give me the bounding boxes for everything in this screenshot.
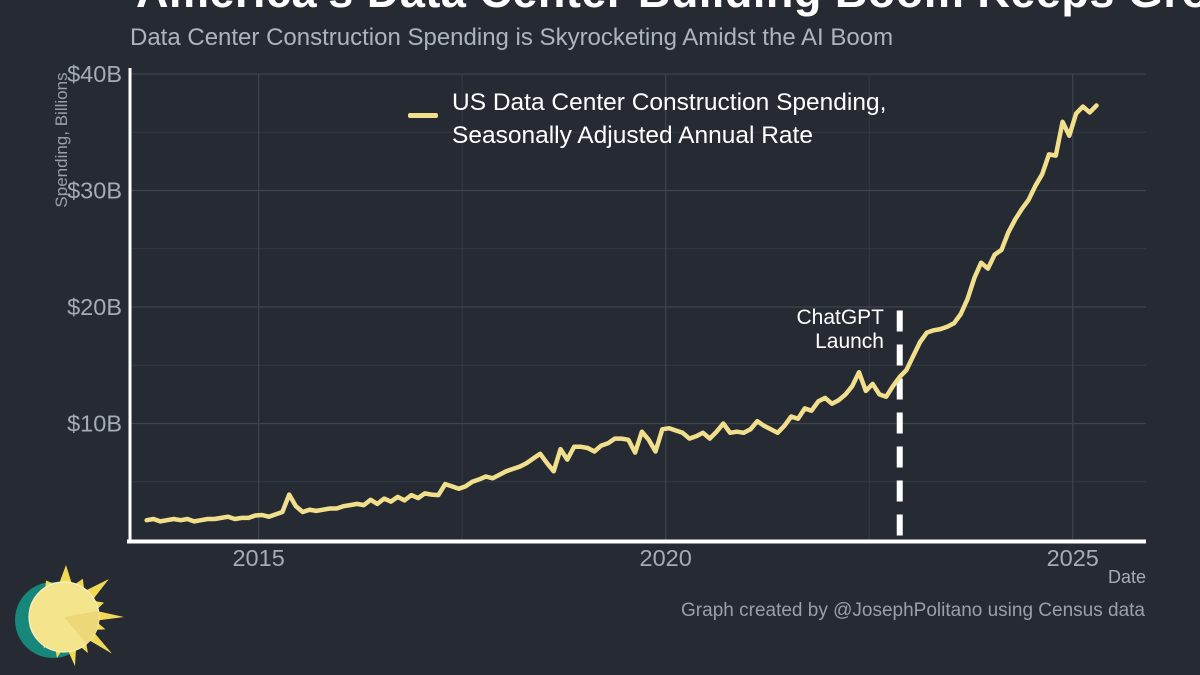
x-tick-label: 2015	[232, 545, 284, 571]
credit-text: Graph created by @JosephPolitano using C…	[681, 600, 1145, 621]
legend: US Data Center Construction Spending, Se…	[408, 86, 886, 152]
y-tick-label: $20B	[67, 294, 122, 320]
x-tick-label: 2020	[640, 545, 692, 571]
page-title: America's Data Center Building Boom Keep…	[136, 0, 1200, 14]
chatgpt-launch-annotation: ChatGPT Launch	[640, 306, 884, 354]
chart-subtitle: Data Center Construction Spending is Sky…	[130, 24, 894, 51]
spending-series-line	[144, 103, 1099, 524]
apricitas-sun-logo	[15, 565, 124, 667]
annotation-line1: ChatGPT	[796, 306, 884, 329]
y-tick-label: $30B	[67, 178, 122, 204]
y-axis-label: Spending, Billions	[52, 72, 71, 208]
legend-label-line2: Seasonally Adjusted Annual Rate	[452, 122, 813, 149]
logo-disc-wedge	[64, 610, 100, 644]
legend-line-swatch	[408, 113, 438, 118]
legend-label-line1: US Data Center Construction Spending,	[452, 89, 887, 116]
annotation-line2: Launch	[815, 330, 884, 353]
legend-label: US Data Center Construction Spending, Se…	[452, 86, 886, 152]
y-tick-label: $40B	[67, 61, 122, 87]
y-tick-label: $10B	[67, 411, 122, 437]
x-axis-label: Date	[1107, 567, 1146, 587]
x-tick-label: 2025	[1047, 545, 1099, 571]
